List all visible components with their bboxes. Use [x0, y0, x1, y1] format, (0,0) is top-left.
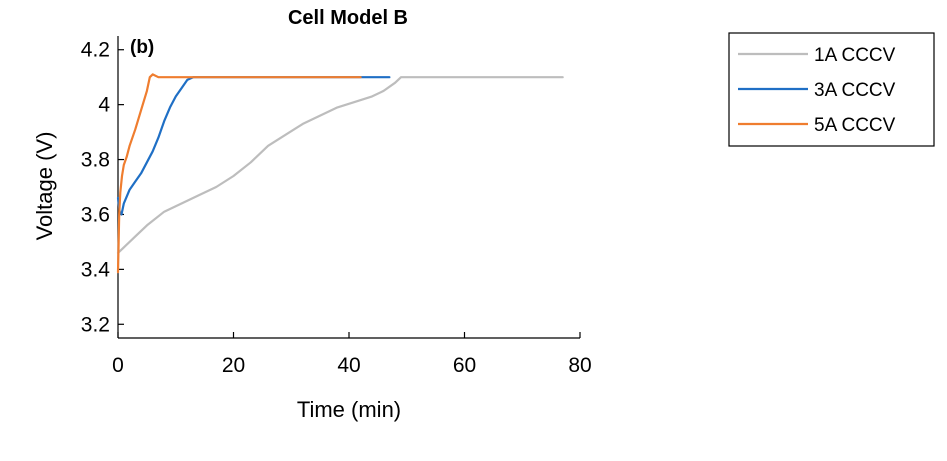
y-axis-label: Voltage (V): [32, 132, 57, 241]
legend-label-1: 1A CCCV: [814, 45, 896, 66]
chart-title: Cell Model B: [288, 7, 408, 29]
series-line-2: [116, 76, 391, 216]
panel-label: (b): [130, 37, 154, 58]
x-tick-label: 60: [453, 354, 476, 377]
y-tick-label: 4: [98, 94, 110, 117]
x-tick-label: 0: [112, 354, 124, 377]
y-tick-label: 3.4: [81, 258, 111, 281]
x-tick-label: 20: [222, 354, 245, 377]
plot-area: 0 20 40 60 80 3.2 3.4 3.6 3.8 4 4.2: [81, 36, 592, 377]
series-line-1: [116, 76, 564, 254]
y-tick-label: 3.8: [81, 149, 110, 172]
y-tick-label: 3.2: [81, 313, 110, 336]
x-tick-label: 80: [568, 354, 591, 377]
y-tick-label: 3.6: [81, 203, 110, 226]
legend-label-2: 3A CCCV: [814, 80, 896, 101]
y-tick-label: 4.2: [81, 39, 110, 62]
legend: 1A CCCV 3A CCCV 5A CCCV: [728, 32, 935, 147]
x-tick-label: 40: [337, 354, 360, 377]
legend-label-3: 5A CCCV: [814, 115, 896, 136]
series-line-3: [116, 73, 362, 274]
x-axis-label: Time (min): [297, 397, 401, 422]
